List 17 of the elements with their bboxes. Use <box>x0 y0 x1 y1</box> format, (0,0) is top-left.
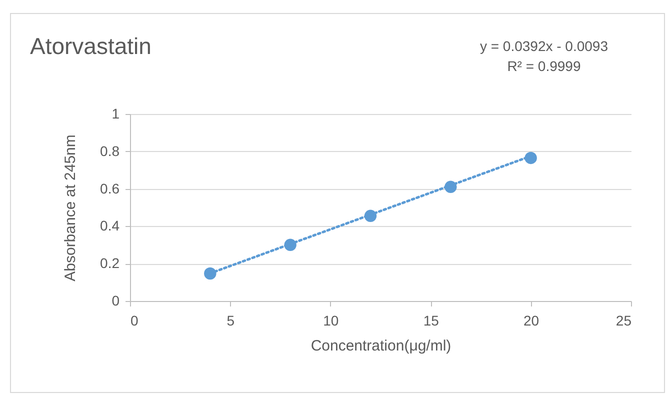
x-tick-label: 15 <box>423 312 440 328</box>
x-tick-label: 25 <box>616 312 632 328</box>
y-tick-label: 0.6 <box>100 180 120 196</box>
x-axis-title: Concentration(μg/ml) <box>310 338 452 354</box>
x-tick-label: 5 <box>226 312 235 328</box>
x-tick-label: 20 <box>524 312 540 328</box>
y-tick-label: 1 <box>112 106 120 122</box>
y-axis-title: Absorbance at 245nm <box>62 134 80 282</box>
y-tick-label: 0.4 <box>100 218 120 234</box>
y-tick-label: 0 <box>112 292 120 308</box>
x-tick-label: 0 <box>130 312 138 328</box>
x-tick-label: 10 <box>323 312 339 328</box>
y-tick-label: 0.8 <box>100 142 120 159</box>
chart-title: Atorvastatin <box>30 33 152 59</box>
text: R² = 0.9999 <box>506 57 582 76</box>
y-tick-label: 0.2 <box>100 255 120 272</box>
text: y = 0.0392x - 0.0093 <box>480 37 608 56</box>
